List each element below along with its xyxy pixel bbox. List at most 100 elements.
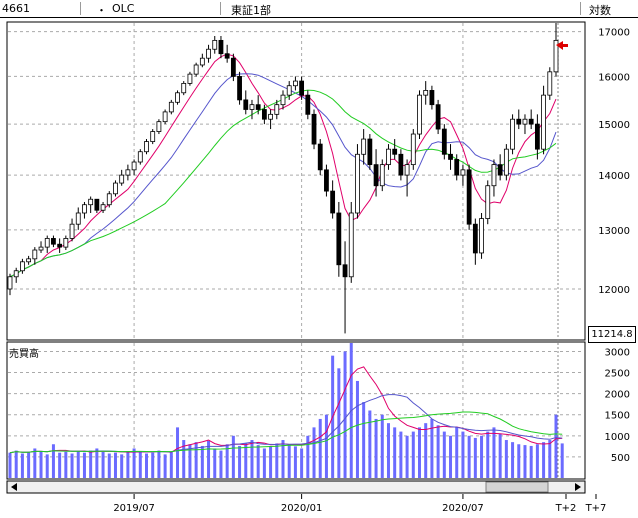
candle-down [311,113,317,145]
volume-bar [207,440,211,478]
candle-up [286,85,292,96]
candle-down [330,190,336,214]
future-tick-label: T+7 [585,503,607,514]
volume-bar [107,453,111,478]
header-divider [220,2,221,15]
volume-ma-long-line [9,411,563,454]
time-tick-label: 2019/07 [113,503,155,514]
volume-bar [436,425,440,478]
candle-up [249,104,255,110]
candle-up [206,48,211,59]
volume-bar [213,448,217,478]
volume-bar [287,444,291,478]
candle-up [156,121,162,132]
candle-up [199,57,205,66]
volume-bar [225,444,229,478]
candle-up [410,133,416,166]
scroll-right-icon[interactable] [575,483,581,491]
candle-up [13,270,19,278]
volume-axis: 3000 2500 2000 1500 1000 500 [605,347,630,463]
volume-bar [39,451,43,478]
candle-down [94,198,100,211]
volume-bar [244,443,248,478]
volume-bar [138,451,142,478]
volume-bar [368,410,372,478]
candle-down [324,169,329,192]
volume-bar [455,427,459,478]
candle-up [69,223,75,239]
volume-tick-label: 2000 [605,390,630,401]
candle-up [274,104,280,115]
candle-down [398,153,404,176]
candlesticks [7,23,559,334]
volume-bar [467,435,471,478]
volume-bar [411,431,415,478]
volume-bar [324,414,328,478]
volume-bar [113,452,117,478]
scroll-left-icon[interactable] [11,483,17,491]
scale-toggle[interactable]: 対数 [589,4,611,17]
time-tick-label: 2020/07 [442,503,484,514]
time-tick-label: 2020/01 [281,503,323,514]
scrollbar-thumb[interactable] [485,481,549,493]
volume-bar [548,440,552,478]
candle-up [423,90,429,96]
future-tick-label: T+2 [555,503,577,514]
candle-down [51,238,56,245]
volume-tick-label: 1000 [605,432,630,443]
header-divider [80,2,81,15]
candle-down [373,164,379,187]
candle-up [162,111,168,123]
ma-mid-line [9,73,557,278]
candle-up [212,39,218,50]
candle-up [44,238,50,248]
candle-down [261,109,267,120]
volume-tick-label: 1500 [605,411,630,422]
candle-up [280,94,286,106]
volume-bar [76,451,80,478]
horizontal-scrollbar[interactable] [6,480,586,494]
volume-bar [473,437,477,478]
header-border [0,17,638,18]
volume-bar [219,450,223,478]
volume-bar [542,442,546,478]
volume-bar [380,414,384,478]
candle-up [553,39,559,73]
volume-bar [194,442,198,478]
volume-bar [120,454,124,478]
candle-down [336,212,342,266]
volume-bar [461,431,465,478]
volume-bar [430,418,434,478]
candle-up [150,131,156,142]
volume-bar [442,431,446,478]
time-axis: 2019/07 2020/01 2020/07 T+2 T+7 [113,494,606,514]
volume-bar [89,450,93,478]
volume-bar [306,435,310,478]
volume-bar [269,445,273,478]
volume-bar [27,451,31,478]
volume-bar [399,431,403,478]
price-tick-label: 12000 [598,285,630,296]
volume-bar [355,380,359,478]
price-tick-label: 17000 [598,28,630,39]
candle-up [137,151,143,163]
volume-panel-label: 売買高 [9,349,39,360]
volume-bar [101,451,105,478]
volume-bar [554,414,558,478]
candle-down [441,128,447,155]
latest-price-arrow-icon [556,41,568,50]
candle-up [404,164,410,176]
price-axis: 17000 16000 15000 14000 13000 12000 [598,28,630,296]
candle-down [367,138,373,166]
volume-bar [70,453,74,478]
price-tick-label: 14000 [598,171,630,182]
volume-bar [560,443,564,478]
market-name: 東証1部 [231,4,271,17]
candle-up [485,185,491,219]
volume-bar [318,418,322,478]
candle-down [392,148,398,155]
candle-up [268,113,273,120]
candle-up [361,138,367,155]
volume-bar [145,453,148,478]
